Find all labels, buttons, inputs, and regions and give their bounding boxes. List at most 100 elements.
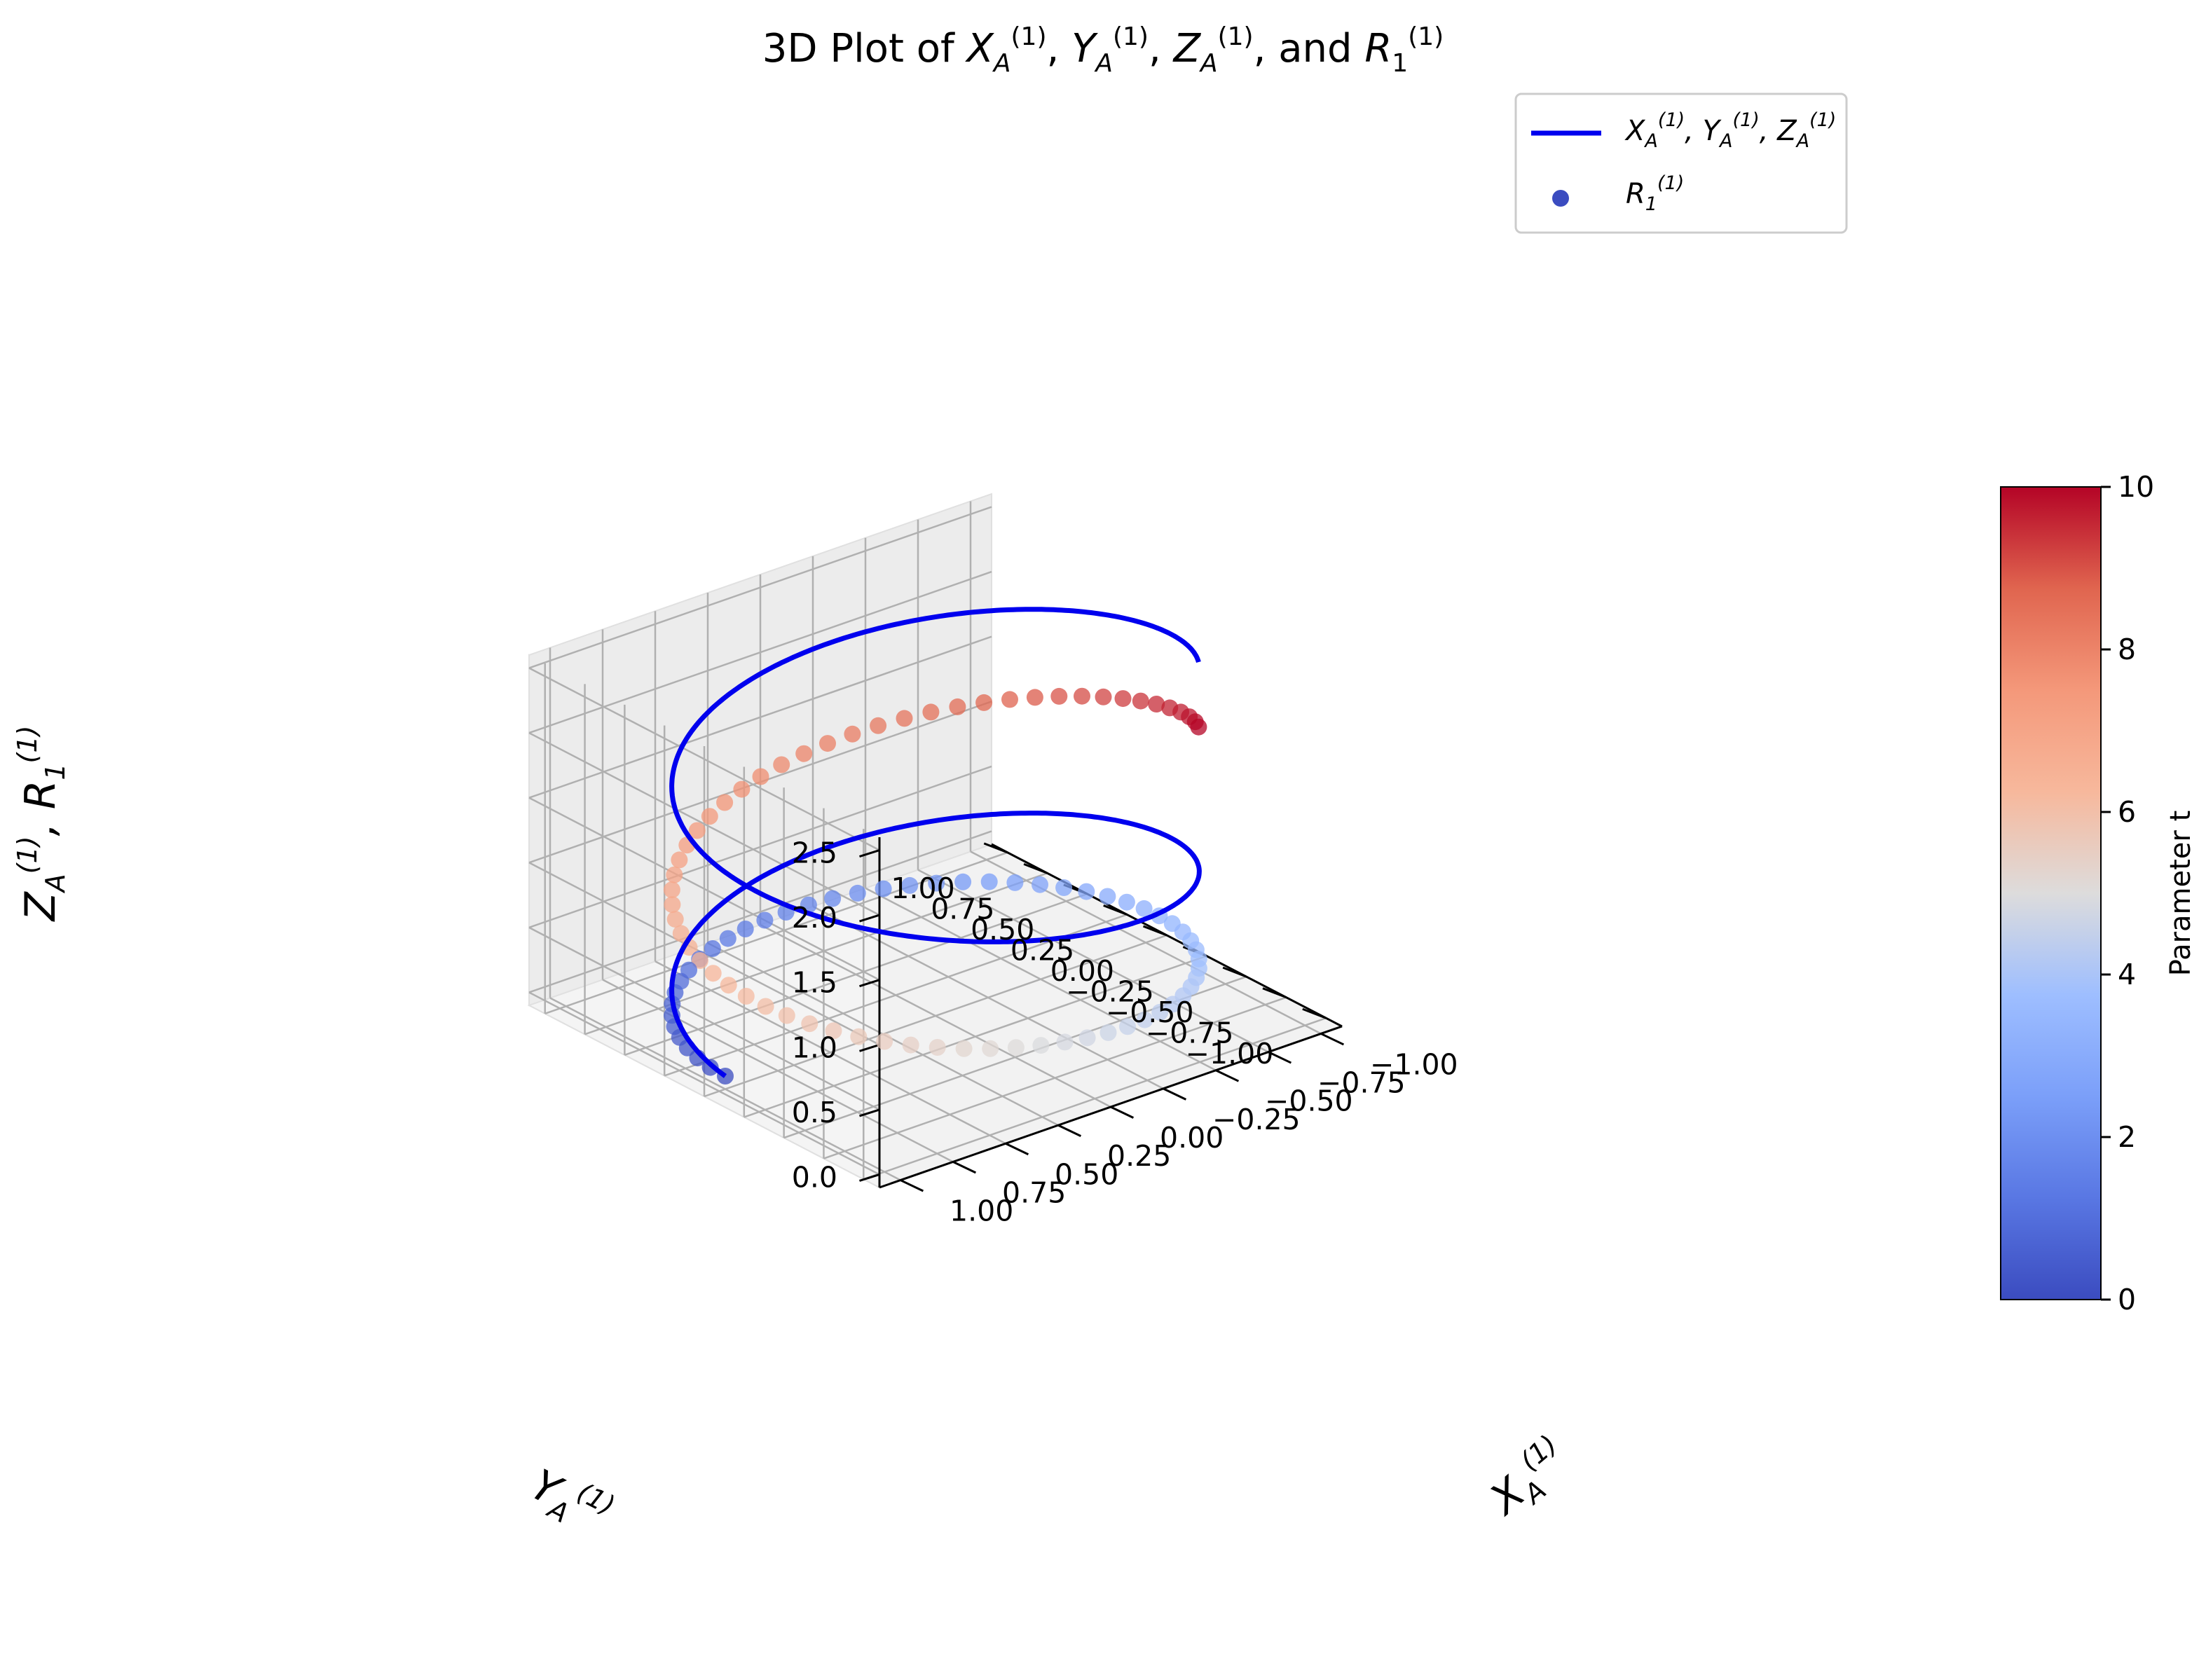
scatter-point xyxy=(716,794,734,811)
grid-z-wall xyxy=(528,570,992,734)
x-tick-label: 0.00 xyxy=(1160,1121,1224,1155)
x-tick-label-mark xyxy=(1215,1069,1240,1082)
scatter-point xyxy=(666,866,683,883)
scatter-point xyxy=(757,998,774,1015)
y-axis-label: YA(1) xyxy=(523,1461,619,1529)
scatter-point xyxy=(795,745,813,762)
z-tick-label-mark xyxy=(859,1173,880,1182)
scatter-point xyxy=(1001,691,1018,708)
tick-labels: −1.00−0.75−0.50−0.250.000.250.500.751.00… xyxy=(792,836,1458,1228)
y-tick-label: −1.00 xyxy=(1186,1037,1274,1070)
scatter-point xyxy=(825,1022,842,1040)
x-tick-label: −0.25 xyxy=(1212,1103,1301,1136)
svg-text:ZA(1), R1(1): ZA(1), R1(1) xyxy=(12,726,71,923)
legend: XA(1), YA(1), ZA(1) R1(1) xyxy=(1514,92,1848,234)
scatter-point xyxy=(691,952,708,970)
scatter-point xyxy=(844,725,861,743)
x-tick-label-mark xyxy=(900,1179,924,1192)
grid-z-wall xyxy=(528,926,880,1110)
scatter-point xyxy=(704,965,722,982)
scatter-point xyxy=(1056,1033,1074,1051)
colorbar-tick-label: 4 xyxy=(2118,958,2136,991)
grid-y-floor xyxy=(823,996,1287,1159)
scatter-point xyxy=(1074,687,1090,705)
legend-point-swatch xyxy=(1552,190,1569,207)
scatter-point xyxy=(719,930,737,947)
x-axis-label: XA(1) xyxy=(1479,1428,1563,1525)
scatter-point xyxy=(1114,690,1132,708)
y-tick-label-mark xyxy=(983,842,1008,854)
z-tick-label-mark xyxy=(859,979,880,988)
scatter-point xyxy=(876,1033,893,1050)
scatter-point xyxy=(1099,888,1116,905)
grid-lines xyxy=(528,501,1327,1181)
z-tick-label: 2.5 xyxy=(792,836,837,870)
grid-y-floor xyxy=(704,934,1167,1098)
scatter-point xyxy=(720,977,737,994)
scatter-point xyxy=(982,1040,999,1057)
x-tick-label-mark xyxy=(1057,1124,1082,1137)
z-tick-label-mark xyxy=(859,914,880,923)
grid-z-wall xyxy=(528,667,880,851)
colorbar-tick-label: 6 xyxy=(2118,795,2136,829)
scatter-point xyxy=(663,881,680,899)
scatter-point xyxy=(664,896,681,914)
scatter-point xyxy=(975,694,993,711)
scatter-point xyxy=(704,940,721,957)
z-tick-label: 2.0 xyxy=(792,901,837,935)
scatter-point xyxy=(1032,1037,1050,1054)
z-tick-label: 0.0 xyxy=(792,1161,837,1194)
scatter-point xyxy=(902,1036,919,1054)
scatter-point xyxy=(901,876,919,894)
scatter-point xyxy=(1164,996,1181,1013)
y-tick-label-mark xyxy=(1142,925,1167,937)
legend-entry-r: R1(1) xyxy=(1626,172,1684,215)
y-tick-label-mark xyxy=(1262,987,1287,999)
scatter-point xyxy=(824,890,842,907)
scatter-point xyxy=(875,880,892,897)
scatter-point xyxy=(1136,1011,1153,1028)
scatter-point xyxy=(688,822,706,839)
scatter-point xyxy=(737,921,754,937)
scatter-point xyxy=(954,873,972,890)
y-tick-label: −0.75 xyxy=(1146,1017,1234,1050)
scatter-point xyxy=(1135,900,1153,917)
y-tick-label-mark xyxy=(1222,966,1247,978)
y-tick-label: −0.25 xyxy=(1066,975,1154,1009)
scatter-point xyxy=(955,1040,973,1057)
scatter-point xyxy=(801,1015,818,1033)
grid-y-floor xyxy=(584,872,1048,1035)
colorbar-tick-label: 10 xyxy=(2118,470,2154,504)
scatter-point xyxy=(819,735,836,752)
scatter-point xyxy=(1119,1018,1136,1035)
z-tick-label-mark xyxy=(859,1043,880,1052)
legend-entry-helix: XA(1), YA(1), ZA(1) xyxy=(1624,109,1836,152)
grid-y-floor xyxy=(624,893,1088,1056)
colorbar: 0 2 4 6 8 10 Parameter t xyxy=(2000,470,2197,1316)
scatter-point xyxy=(1032,876,1048,893)
colorbar-tick-label: 8 xyxy=(2118,633,2136,666)
scatter-point xyxy=(1132,692,1149,710)
scatter-point xyxy=(929,1039,946,1056)
grid-z-wall xyxy=(528,732,880,916)
scatter-point xyxy=(849,884,866,902)
scatter-point xyxy=(870,717,887,734)
helix-line xyxy=(669,607,1202,1078)
x-tick-label: 0.50 xyxy=(1055,1157,1118,1191)
grid-z-wall xyxy=(528,991,880,1176)
legend-box xyxy=(1514,92,1848,234)
scatter-point xyxy=(1007,1039,1025,1056)
scatter-point xyxy=(756,911,774,929)
grid-y-floor xyxy=(863,1017,1327,1180)
y-tick-label: −0.50 xyxy=(1106,996,1194,1029)
scatter-point xyxy=(850,1028,868,1045)
scatter-point xyxy=(1050,687,1068,705)
y-tick-label: 0.50 xyxy=(971,913,1034,946)
colorbar-tick-label: 2 xyxy=(2118,1120,2136,1154)
scatter-point xyxy=(666,911,684,928)
y-tick-label-mark xyxy=(1302,1007,1327,1019)
scatter-point xyxy=(778,1007,795,1024)
colorbar-tick-label: 0 xyxy=(2118,1283,2136,1316)
y-tick-label: 0.00 xyxy=(1050,954,1114,988)
